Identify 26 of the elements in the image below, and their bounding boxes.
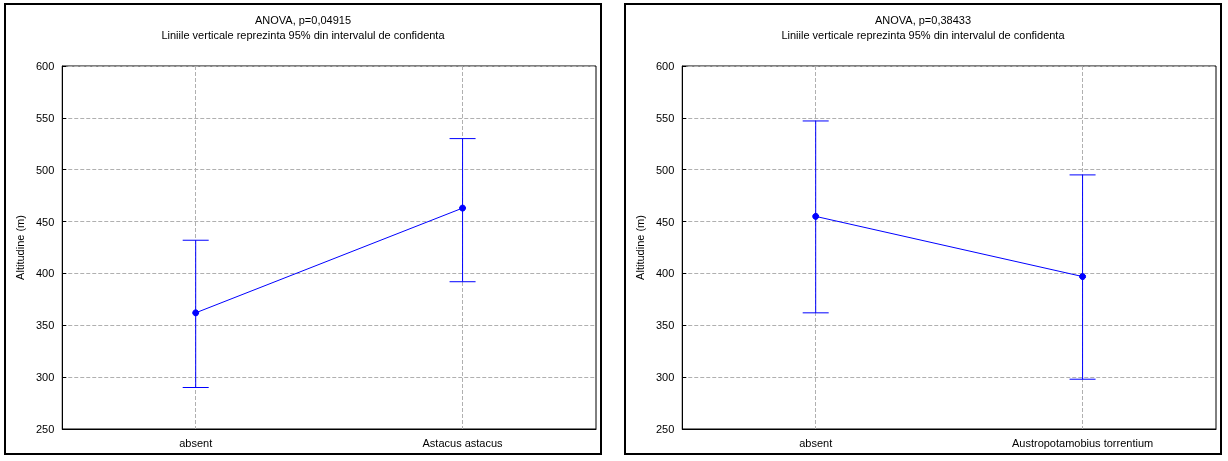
- y-tick-label: 500: [655, 163, 675, 176]
- chart-subtitle: Liniile verticale reprezinta 95% din intervalul de confidenta: [781, 28, 1066, 41]
- y-tick-label: 400: [35, 267, 55, 280]
- y-tick-label: 350: [35, 319, 55, 332]
- y-tick-label: 450: [35, 215, 55, 228]
- y-axis-title: Altitudine (m): [13, 215, 26, 280]
- x-tick-label: absent: [799, 436, 833, 449]
- y-tick-label: 250: [655, 423, 675, 435]
- chart-title: ANOVA, p=0,04915: [254, 13, 352, 26]
- x-tick-label: Austropotamobius torrentium: [1011, 436, 1154, 449]
- y-tick-label: 350: [655, 319, 675, 332]
- y-tick-label: 300: [35, 371, 55, 384]
- y-tick-label: 450: [655, 215, 675, 228]
- x-tick-label: absent: [179, 436, 213, 449]
- y-tick-label: 600: [655, 60, 675, 72]
- x-tick-label: Astacus astacus: [422, 436, 504, 449]
- chart-subtitle: Liniile verticale reprezinta 95% din intervalul de confidenta: [161, 28, 446, 41]
- y-axis-title: Altitudine (m): [633, 215, 646, 280]
- y-tick-label: 550: [655, 111, 675, 124]
- y-tick-label: 500: [35, 163, 55, 176]
- y-tick-label: 250: [35, 423, 55, 435]
- y-tick-label: 600: [35, 60, 55, 72]
- y-tick-label: 550: [35, 111, 55, 124]
- chart-title: ANOVA, p=0,38433: [874, 13, 972, 26]
- y-tick-label: 300: [655, 371, 675, 384]
- y-tick-label: 400: [655, 267, 675, 280]
